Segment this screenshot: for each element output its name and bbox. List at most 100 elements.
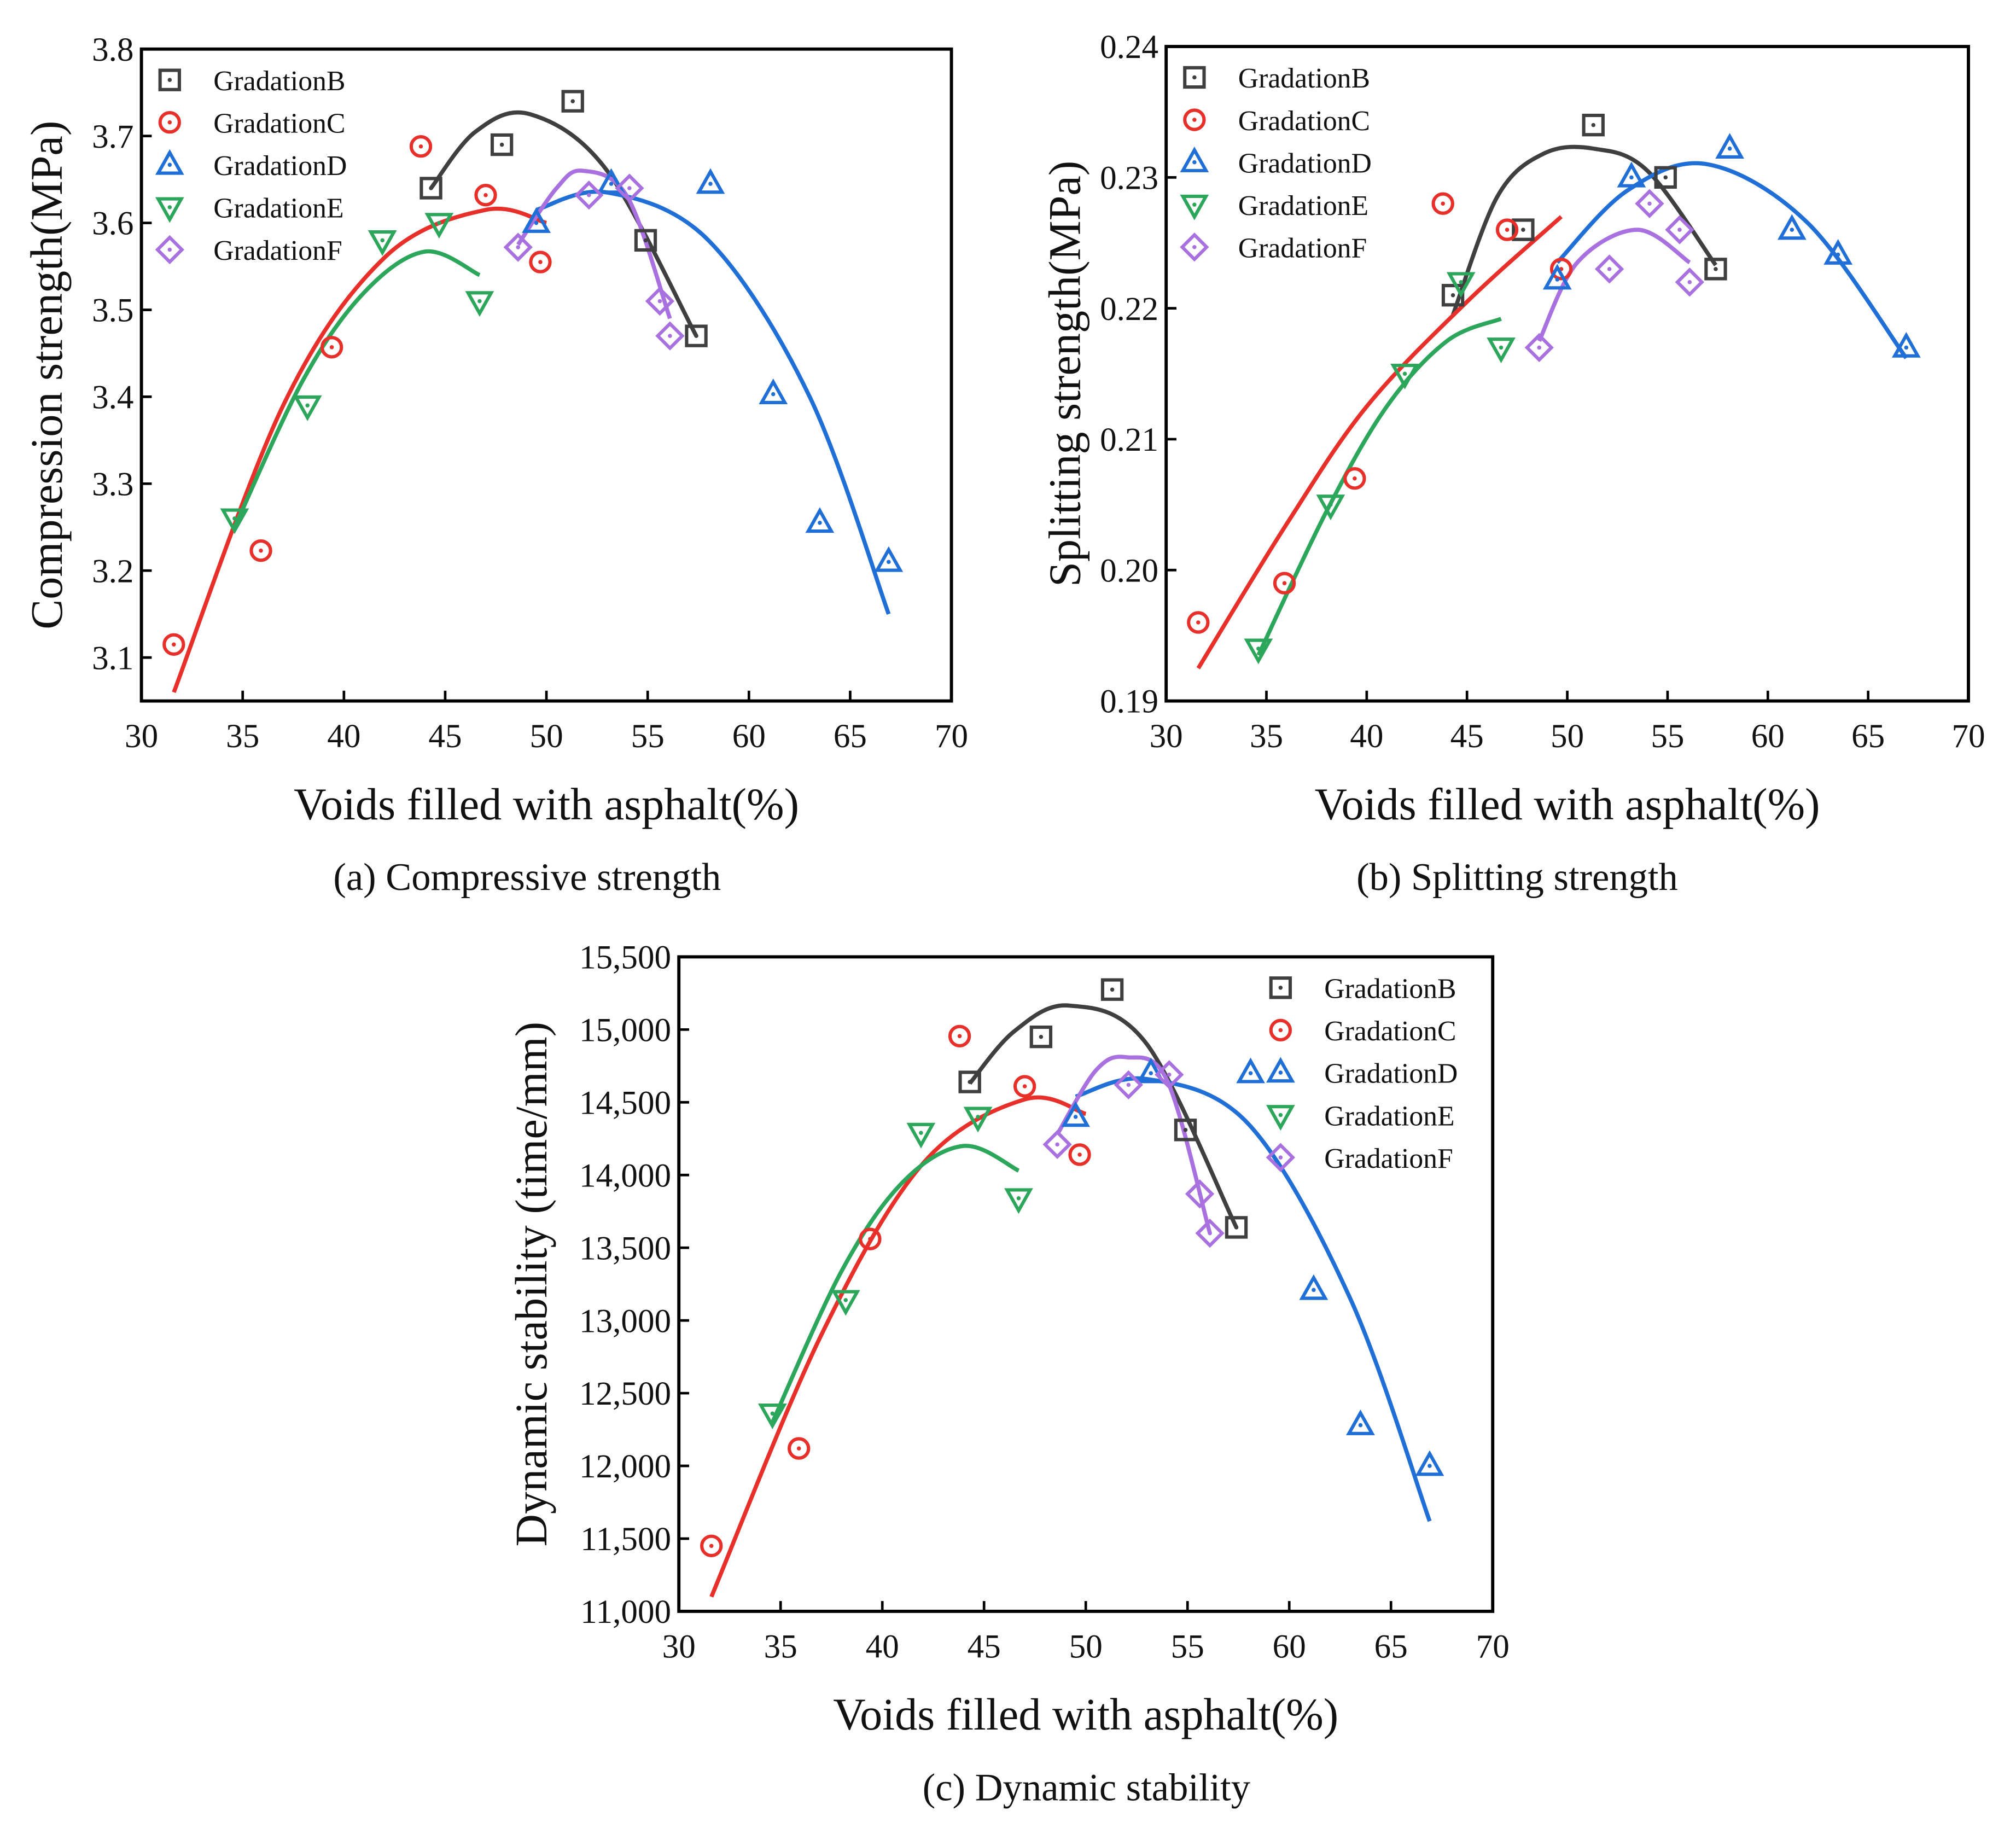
marker-dot: [259, 548, 263, 553]
data-point: [758, 1403, 787, 1429]
marker-dot: [570, 99, 575, 103]
marker-shape: [948, 1024, 971, 1047]
marker-dot: [709, 1544, 714, 1548]
data-point: [615, 173, 644, 203]
marker-shape: [162, 633, 185, 656]
marker-shape: [1269, 976, 1292, 999]
y-tick-label: 0.23: [1100, 160, 1158, 196]
marker-dot: [1055, 1142, 1059, 1147]
marker-shape: [963, 1107, 993, 1133]
y-tick-label: 0.24: [1100, 29, 1158, 66]
y-axis-label: Compression strength(MPa): [22, 121, 72, 630]
x-tick-label: 60: [732, 718, 766, 755]
legend-marker: [155, 149, 184, 175]
marker-shape: [1195, 1218, 1225, 1248]
data-point: [419, 177, 442, 200]
marker-shape: [490, 133, 514, 156]
fit-curve: [1075, 1076, 1432, 1522]
data-point: [1654, 166, 1677, 189]
marker-dot: [1278, 1028, 1283, 1033]
y-tick-label: 0.20: [1100, 552, 1158, 589]
legend-marker: [1180, 194, 1209, 220]
legend-marker: [1183, 108, 1206, 131]
marker-shape: [155, 197, 184, 223]
marker-shape: [831, 1290, 860, 1316]
data-point: [696, 168, 725, 194]
legend-label: GradationC: [1238, 106, 1370, 137]
marker-shape: [561, 90, 584, 113]
legend-marker: [1269, 1018, 1292, 1042]
marker-dot: [1904, 345, 1909, 350]
data-point: [1029, 1025, 1053, 1049]
data-point: [1512, 218, 1535, 241]
marker-shape: [1316, 494, 1345, 521]
data-point: [1431, 192, 1454, 215]
marker-shape: [1446, 272, 1476, 298]
marker-shape: [788, 1437, 811, 1460]
marker-dot: [1196, 620, 1201, 625]
x-tick-label: 45: [428, 718, 462, 755]
legend-label: GradationC: [1324, 1016, 1456, 1047]
data-point: [1704, 258, 1727, 281]
marker-dot: [1687, 280, 1692, 284]
marker-shape: [1236, 1057, 1265, 1084]
marker-shape: [874, 546, 904, 572]
legend-label: GradationD: [213, 150, 347, 182]
data-point: [1446, 272, 1476, 298]
marker-dot: [1278, 1113, 1283, 1117]
data-point: [1891, 331, 1921, 358]
data-point: [788, 1437, 811, 1460]
x-tick-label: 65: [1374, 1629, 1408, 1666]
marker-shape: [503, 232, 533, 262]
y-tick-label: 14,500: [579, 1085, 671, 1121]
data-point: [249, 539, 272, 562]
marker-dot: [1278, 986, 1283, 990]
marker-dot: [172, 642, 176, 647]
legend-marker: [1180, 232, 1209, 262]
data-point: [759, 379, 788, 404]
data-point: [1582, 113, 1605, 137]
x-tick-label: 60: [1751, 718, 1785, 755]
data-point: [424, 213, 454, 239]
marker-dot: [1358, 1423, 1363, 1428]
marker-shape: [158, 68, 181, 91]
marker-shape: [1524, 333, 1554, 363]
marker-dot: [1192, 118, 1197, 122]
marker-dot: [1234, 1225, 1239, 1230]
legend-label: GradationD: [1238, 148, 1372, 179]
marker-dot: [1663, 175, 1668, 180]
marker-shape: [409, 135, 433, 158]
marker-shape: [758, 1403, 787, 1429]
y-tick-label: 11,000: [580, 1594, 671, 1631]
x-tick-label: 55: [1651, 718, 1684, 755]
marker-shape: [1185, 1179, 1215, 1209]
data-point: [1665, 215, 1694, 244]
x-axis-label: Voids filled with asphalt(%): [1315, 779, 1820, 829]
x-tick-label: 70: [935, 718, 968, 755]
data-point: [1195, 1218, 1225, 1248]
marker-shape: [759, 379, 788, 404]
x-tick-label: 50: [1069, 1629, 1103, 1666]
x-tick-label: 55: [631, 718, 665, 755]
marker-shape: [1431, 192, 1454, 215]
marker-dot: [1192, 244, 1197, 249]
marker-dot: [919, 1131, 923, 1135]
data-point: [1777, 214, 1807, 240]
legend-marker: [1266, 1143, 1296, 1172]
data-point: [1155, 1060, 1184, 1090]
legend-label: GradationD: [1324, 1058, 1458, 1090]
marker-dot: [968, 1080, 972, 1084]
data-point: [465, 291, 494, 317]
x-tick-label: 30: [1150, 718, 1183, 755]
marker-shape: [1180, 232, 1209, 262]
marker-dot: [167, 120, 172, 125]
marker-dot: [609, 182, 614, 186]
marker-shape: [368, 230, 397, 256]
fit-curve: [429, 110, 698, 337]
marker-dot: [1208, 1231, 1212, 1236]
marker-dot: [1192, 75, 1197, 80]
y-tick-label: 13,500: [579, 1230, 671, 1267]
legend-label: GradationF: [1324, 1143, 1453, 1174]
marker-shape: [1823, 238, 1853, 265]
marker-shape: [1183, 66, 1206, 89]
